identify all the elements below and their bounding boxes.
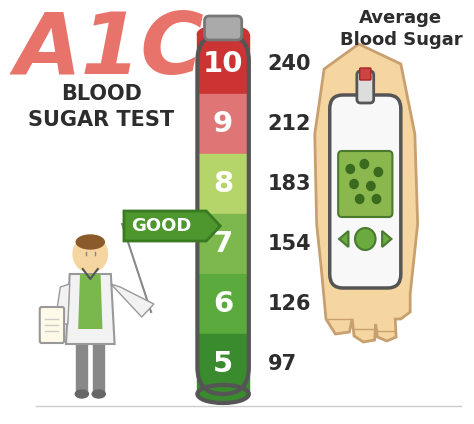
- Circle shape: [367, 181, 375, 190]
- Text: 5: 5: [213, 350, 233, 378]
- Text: 6: 6: [213, 290, 233, 318]
- Bar: [76, 342, 88, 394]
- Bar: [197, 94, 249, 154]
- Polygon shape: [315, 44, 418, 342]
- Ellipse shape: [76, 235, 104, 249]
- Text: 9: 9: [213, 110, 233, 138]
- Text: Average
Blood Sugar: Average Blood Sugar: [339, 9, 462, 49]
- FancyBboxPatch shape: [330, 95, 401, 288]
- FancyBboxPatch shape: [360, 68, 371, 80]
- Circle shape: [355, 228, 375, 250]
- Text: 97: 97: [267, 354, 297, 374]
- Circle shape: [350, 179, 358, 189]
- Ellipse shape: [75, 390, 89, 398]
- FancyBboxPatch shape: [204, 16, 242, 40]
- Text: 212: 212: [267, 114, 311, 134]
- Text: 154: 154: [267, 234, 311, 254]
- Text: 10: 10: [203, 50, 243, 78]
- Text: GOOD: GOOD: [131, 217, 191, 235]
- Bar: [197, 334, 249, 394]
- Text: 126: 126: [267, 294, 311, 314]
- Circle shape: [73, 236, 107, 272]
- Bar: [197, 154, 249, 214]
- Circle shape: [356, 195, 364, 204]
- Polygon shape: [78, 274, 102, 329]
- FancyBboxPatch shape: [338, 151, 392, 217]
- Text: 8: 8: [213, 170, 233, 198]
- Text: BLOOD
SUGAR TEST: BLOOD SUGAR TEST: [28, 84, 174, 131]
- Polygon shape: [382, 231, 392, 247]
- Circle shape: [374, 167, 383, 176]
- Ellipse shape: [92, 390, 105, 398]
- Bar: [197, 34, 249, 94]
- Polygon shape: [55, 284, 70, 324]
- Bar: [93, 342, 104, 394]
- Text: 240: 240: [267, 54, 311, 74]
- FancyBboxPatch shape: [40, 307, 64, 343]
- Text: 7: 7: [213, 230, 233, 258]
- Bar: [197, 274, 249, 334]
- Polygon shape: [111, 284, 154, 317]
- Circle shape: [360, 159, 369, 168]
- FancyBboxPatch shape: [357, 71, 374, 103]
- Bar: [197, 214, 249, 274]
- Text: A1C: A1C: [14, 9, 204, 92]
- Polygon shape: [66, 274, 115, 344]
- Polygon shape: [339, 231, 348, 247]
- Text: 183: 183: [267, 174, 311, 194]
- Circle shape: [346, 165, 355, 173]
- Polygon shape: [124, 211, 220, 241]
- Ellipse shape: [197, 385, 249, 403]
- Ellipse shape: [197, 25, 249, 43]
- Circle shape: [372, 195, 381, 204]
